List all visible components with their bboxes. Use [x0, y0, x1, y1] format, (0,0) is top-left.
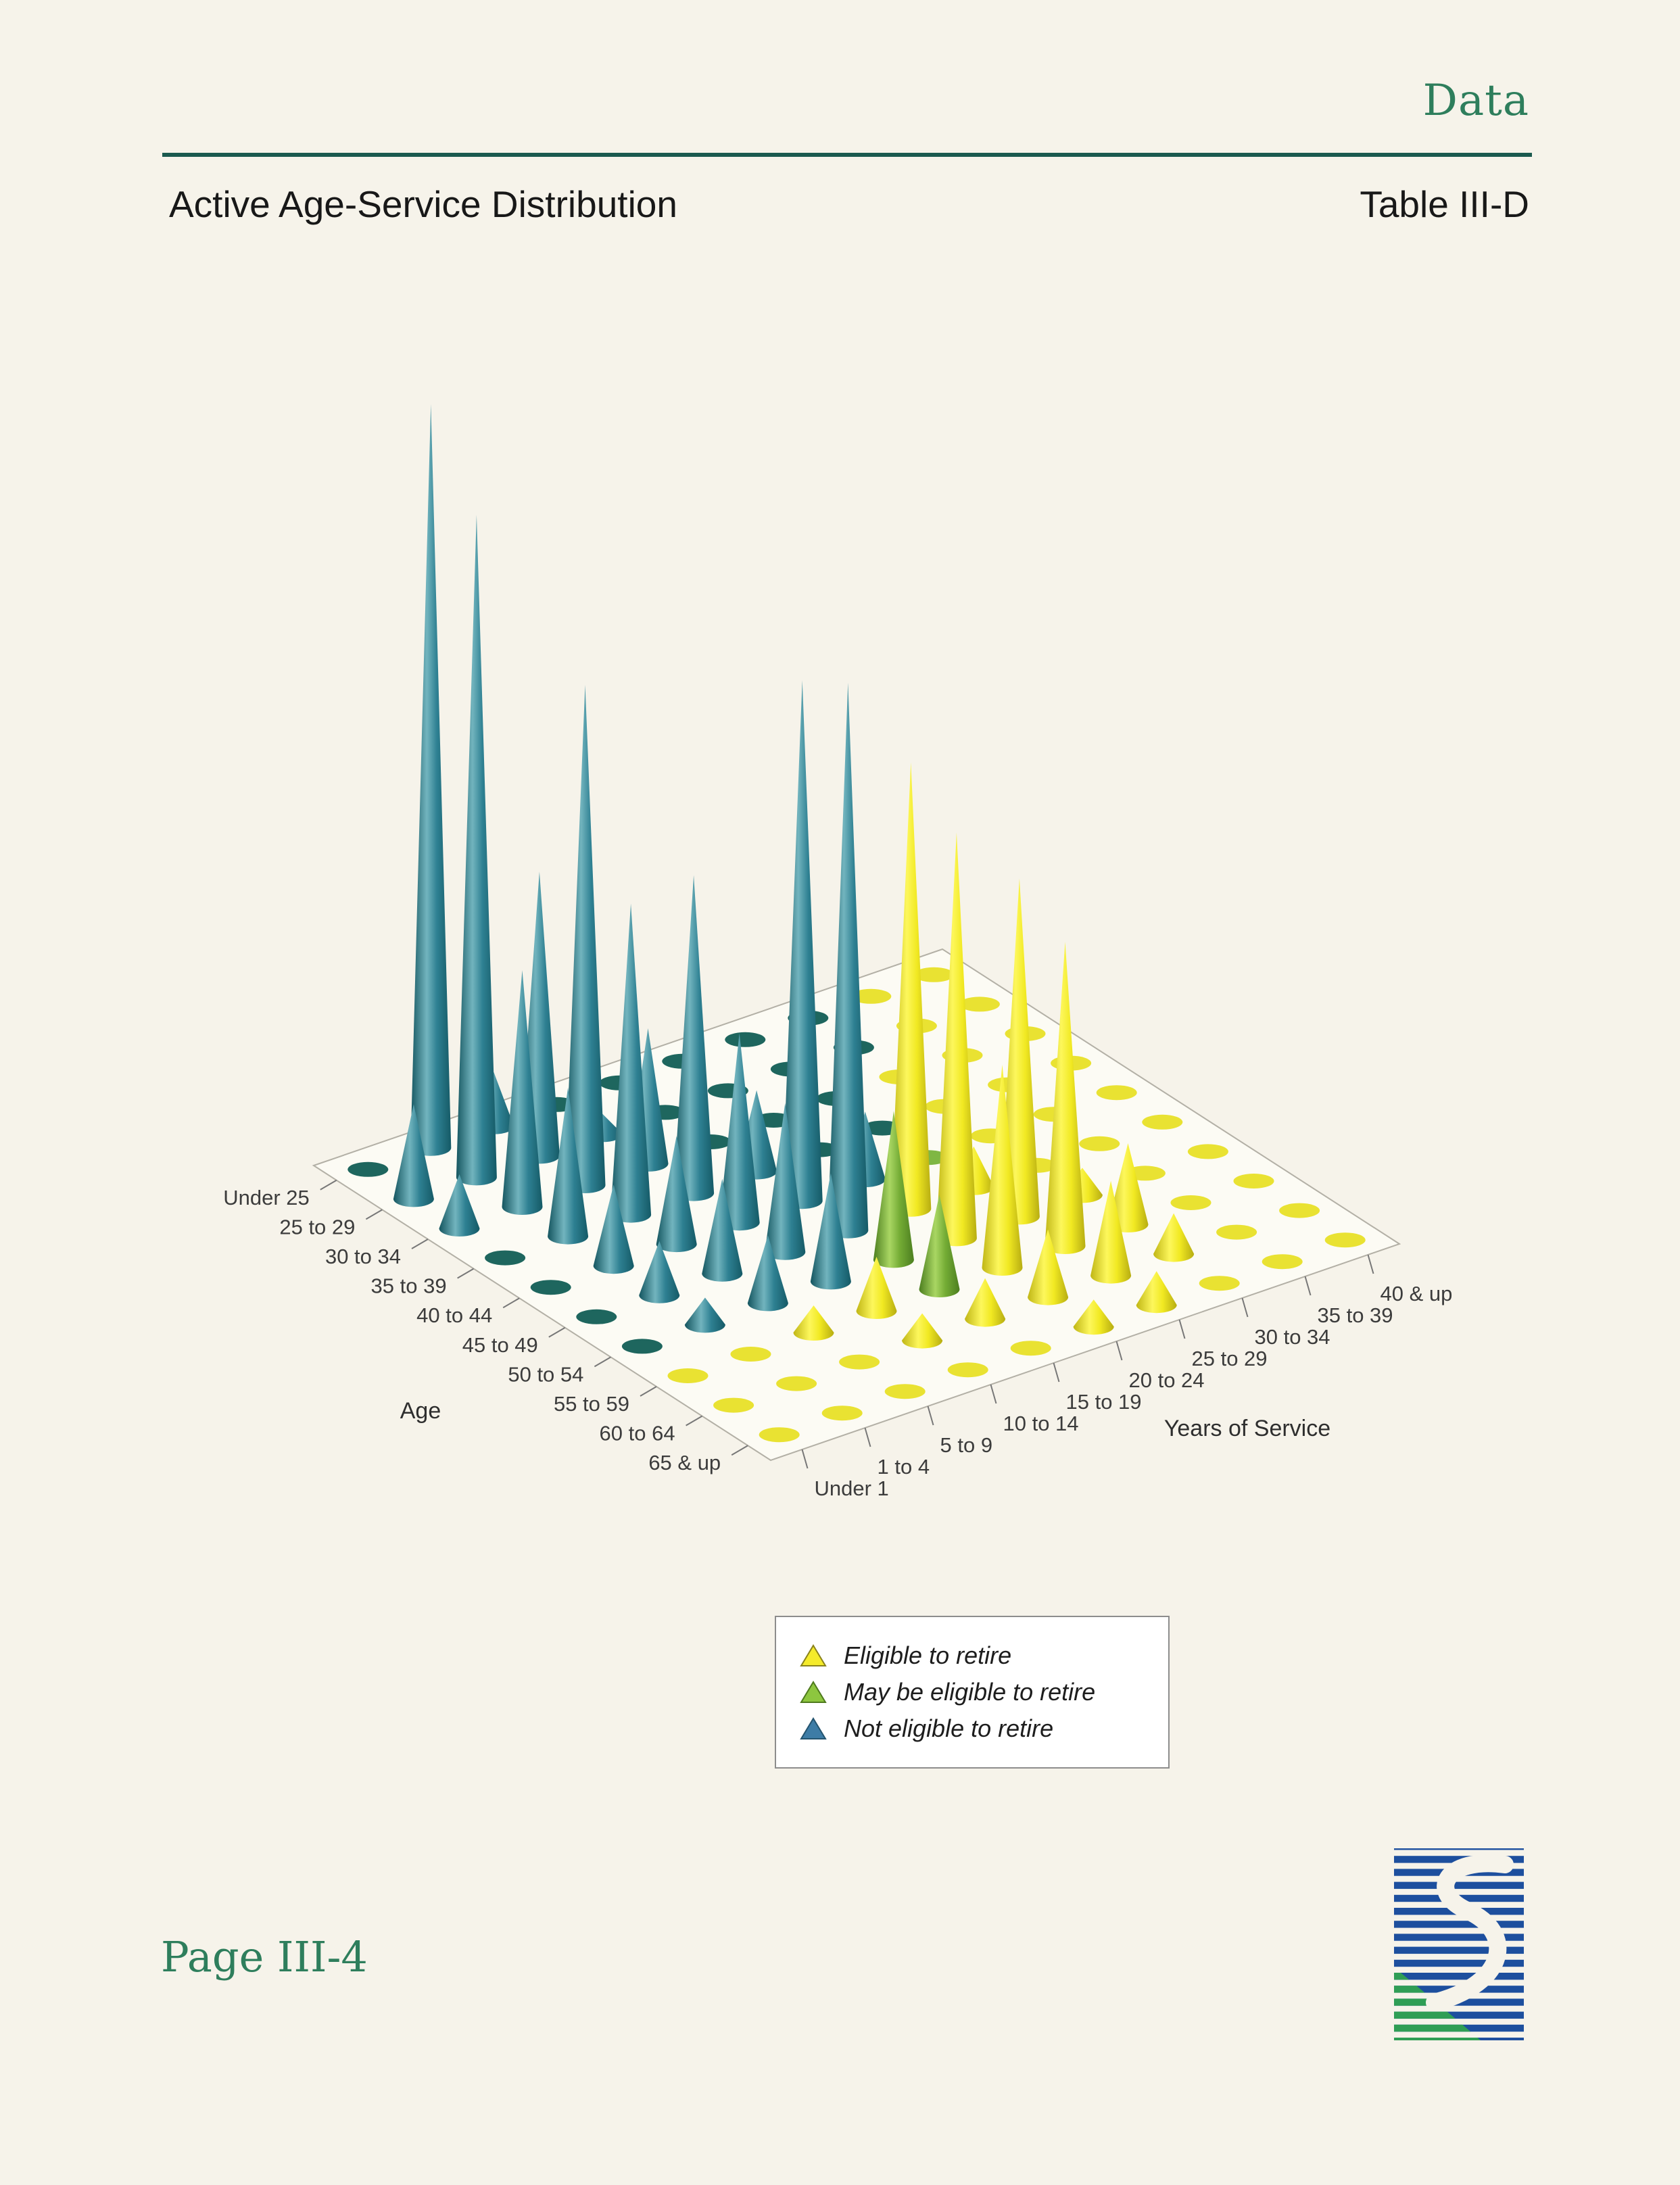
chart-legend: Eligible to retire May be eligible to re…: [775, 1616, 1170, 1769]
title-row: Active Age-Service Distribution Table II…: [169, 183, 1529, 226]
legend-label: Not eligible to retire: [844, 1714, 1054, 1742]
legend-item-not-eligible: Not eligible to retire: [799, 1714, 1145, 1743]
svg-text:30 to 34: 30 to 34: [1255, 1325, 1330, 1349]
svg-text:35 to 39: 35 to 39: [371, 1274, 447, 1298]
legend-item-eligible: Eligible to retire: [799, 1641, 1145, 1670]
header-rule: [162, 153, 1532, 157]
svg-text:25 to 29: 25 to 29: [1192, 1347, 1268, 1370]
table-reference: Table III-D: [1360, 183, 1529, 225]
svg-text:25 to 29: 25 to 29: [279, 1215, 355, 1239]
svg-text:Years of Service: Years of Service: [1164, 1416, 1330, 1441]
svg-text:55 to 59: 55 to 59: [554, 1392, 629, 1416]
eligible-triangle-icon: [800, 1644, 827, 1666]
legend-item-may-be-eligible: May be eligible to retire: [799, 1678, 1145, 1706]
svg-text:Age: Age: [400, 1398, 441, 1424]
may-be-eligible-triangle-icon: [800, 1681, 827, 1703]
not-eligible-triangle-icon: [800, 1717, 827, 1739]
svg-text:35 to 39: 35 to 39: [1318, 1303, 1393, 1327]
svg-text:60 to 64: 60 to 64: [600, 1422, 675, 1445]
svg-text:65 & up: 65 & up: [648, 1451, 721, 1474]
page-title: Active Age-Service Distribution: [169, 183, 677, 225]
company-logo: [1394, 1848, 1524, 2040]
svg-text:50 to 54: 50 to 54: [508, 1362, 583, 1386]
page-footer: Page III-4: [161, 1932, 368, 1982]
svg-text:Under 25: Under 25: [223, 1186, 310, 1209]
svg-text:45 to 49: 45 to 49: [462, 1333, 538, 1357]
svg-text:1 to 4: 1 to 4: [878, 1455, 930, 1479]
svg-text:Under 1: Under 1: [815, 1476, 889, 1500]
legend-label: Eligible to retire: [844, 1641, 1012, 1669]
section-label: Data: [1422, 76, 1529, 126]
legend-label: May be eligible to retire: [844, 1678, 1096, 1706]
svg-text:10 to 14: 10 to 14: [1003, 1412, 1079, 1435]
svg-text:15 to 19: 15 to 19: [1066, 1390, 1142, 1414]
svg-text:40 to 44: 40 to 44: [416, 1303, 492, 1327]
svg-text:30 to 34: 30 to 34: [325, 1245, 401, 1268]
svg-text:40 & up: 40 & up: [1381, 1282, 1453, 1305]
svg-text:5 to 9: 5 to 9: [940, 1433, 993, 1457]
svg-text:20 to 24: 20 to 24: [1129, 1368, 1205, 1392]
